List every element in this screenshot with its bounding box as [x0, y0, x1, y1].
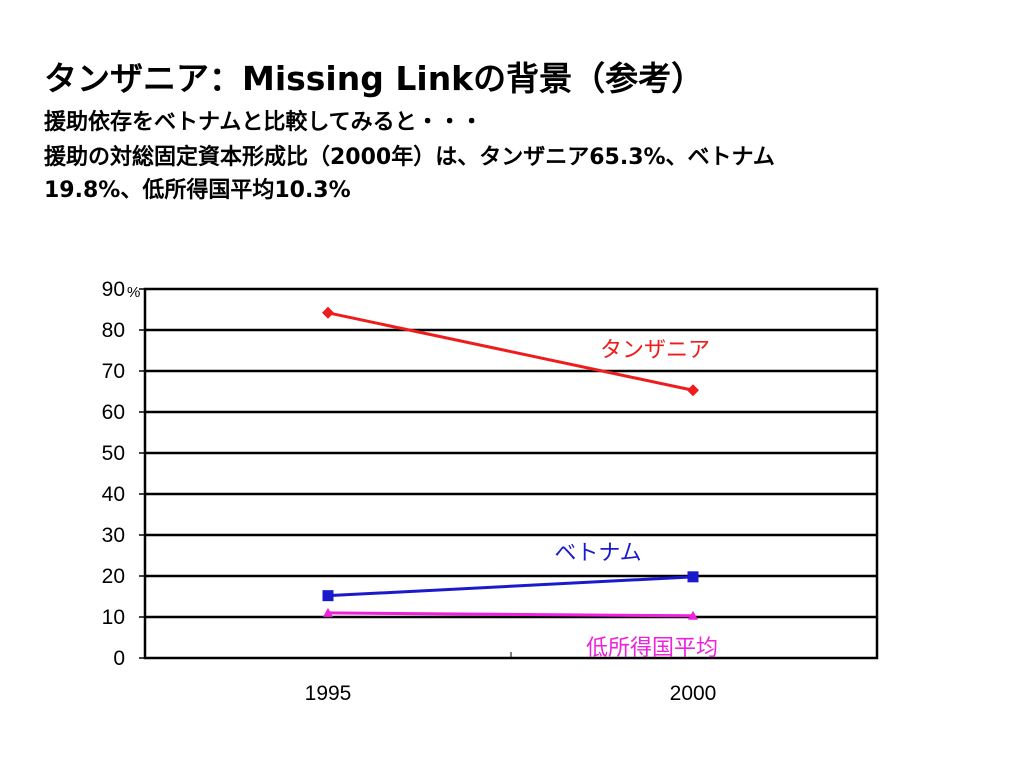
data-point-triangle: [323, 607, 333, 617]
series-line-0: [327, 311, 694, 392]
y-tick-label: 90: [102, 278, 125, 301]
data-point-diamond: [687, 384, 699, 397]
y-tick-label: 60: [102, 401, 125, 424]
subtitle-line-2: 援助の対総固定資本形成比（2000年）は、タンザニア65.3%、ベトナム: [44, 145, 775, 170]
subtitle-line-3: 19.8%、低所得国平均10.3%: [44, 178, 351, 203]
x-tick-label: 2000: [670, 682, 717, 705]
data-point-square: [322, 590, 334, 602]
series-label-2: 低所得国平均: [586, 636, 718, 661]
series-line-1: [327, 575, 694, 598]
x-tick-label: 1995: [305, 682, 352, 705]
plot-area-border: [143, 287, 879, 660]
y-tick-label: 80: [102, 319, 125, 342]
y-unit-label: %: [127, 284, 140, 301]
y-tick-label: 40: [102, 483, 125, 506]
y-tick-label: 30: [102, 524, 125, 547]
data-point-triangle: [688, 610, 698, 620]
subtitle-line-1: 援助依存をベトナムと比較してみると・・・: [44, 110, 483, 135]
data-point-square: [687, 571, 699, 583]
y-tick-label: 70: [102, 360, 125, 383]
y-tick-label: 10: [102, 606, 125, 629]
series-label-1: ベトナム: [554, 541, 641, 566]
data-point-diamond: [322, 306, 334, 319]
series-line-2: [327, 611, 694, 618]
y-tick-label: 0: [113, 647, 125, 670]
y-tick-label: 50: [102, 442, 125, 465]
y-tick-label: 20: [102, 565, 125, 588]
series-label-0: タンザニア: [600, 338, 710, 363]
slide-title: タンザニア：Missing Linkの背景（参考）: [44, 59, 705, 98]
